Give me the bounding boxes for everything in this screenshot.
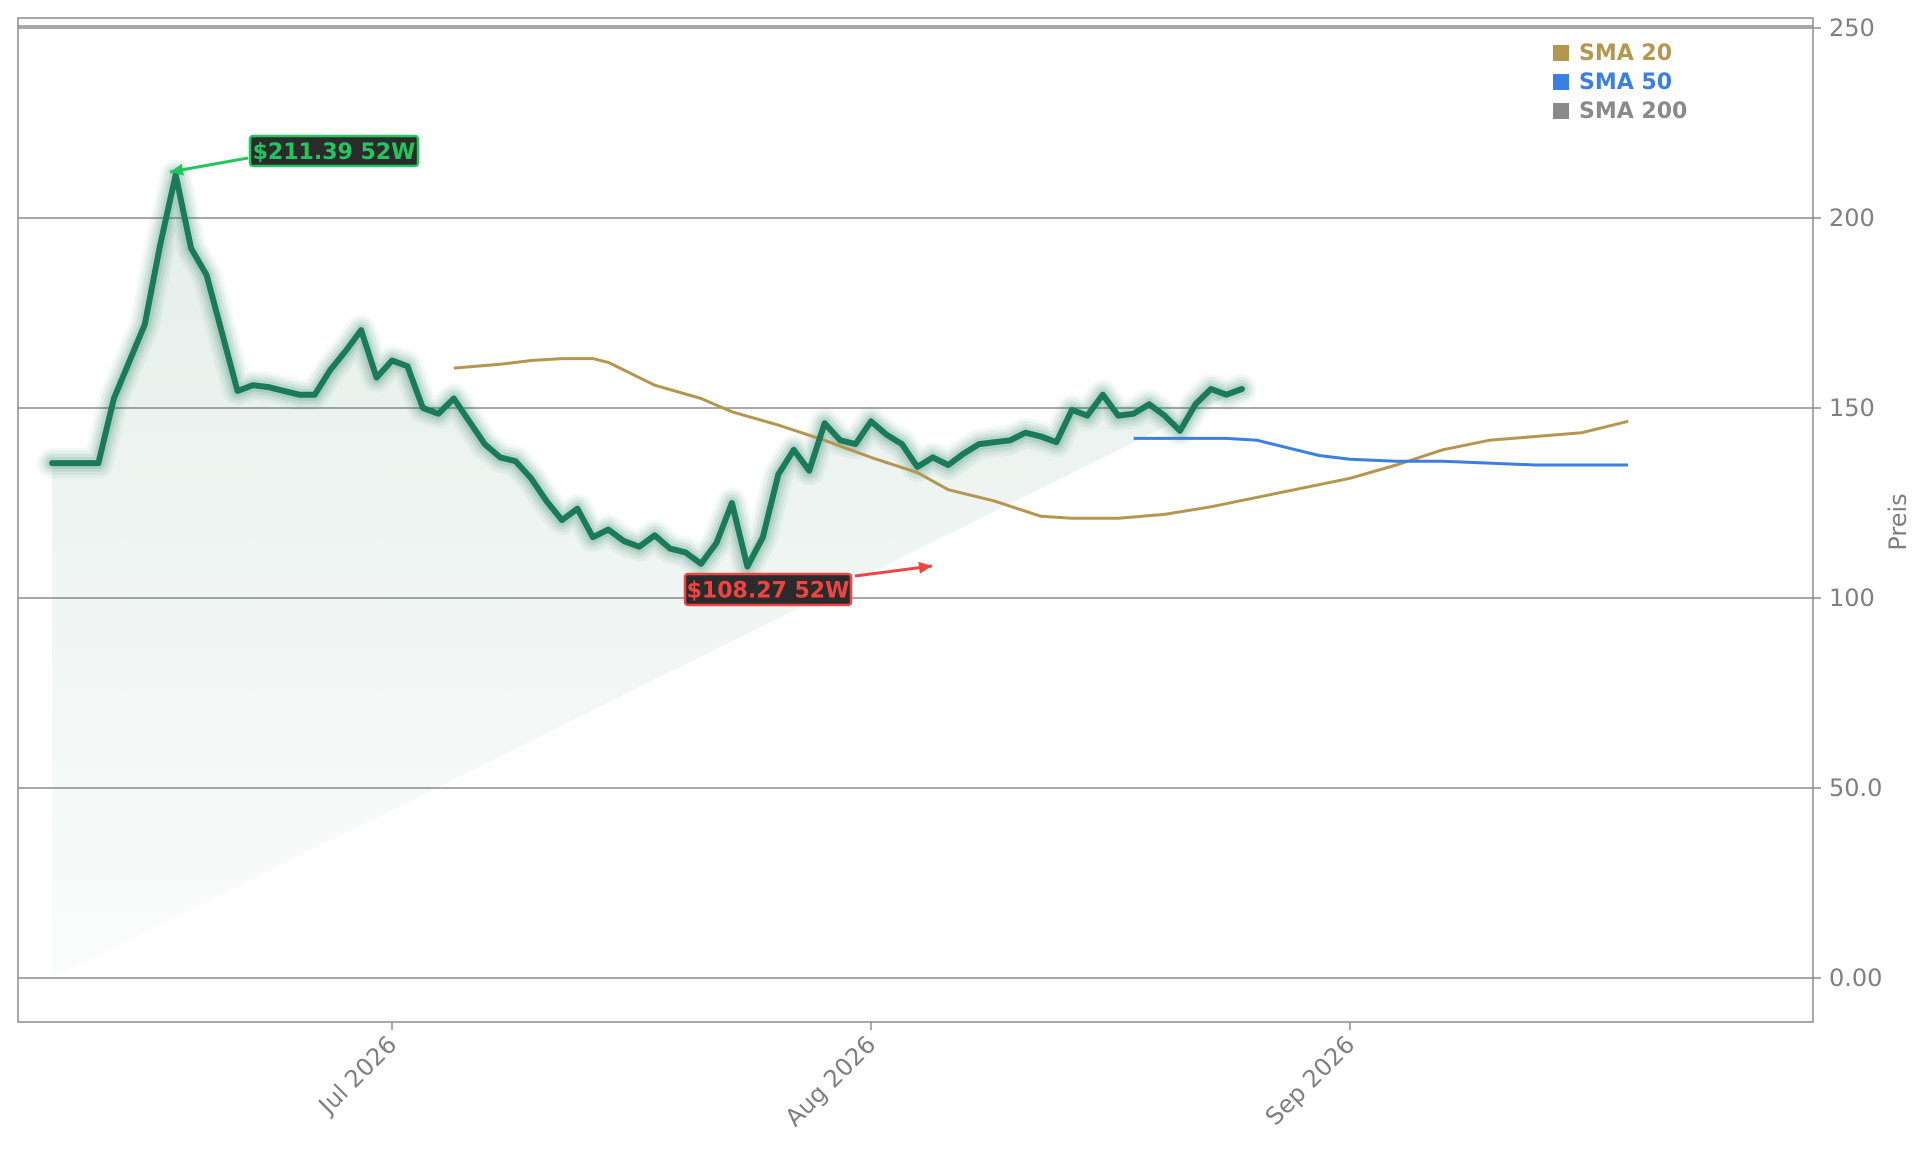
legend: SMA 20 SMA 50 SMA 200 [1553, 41, 1687, 124]
y-axis-title: Preis [1884, 493, 1912, 550]
legend-label: SMA 20 [1579, 41, 1672, 66]
legend-swatch [1553, 103, 1569, 119]
y-tick-label: 200 [1829, 204, 1875, 232]
sma20-line [453, 357, 1629, 520]
plot-frame [17, 17, 1814, 1023]
legend-label: SMA 200 [1579, 99, 1687, 124]
price-area-fill [52, 174, 1242, 978]
annotation-label: $108.27 52W [687, 579, 850, 604]
x-axis-ticks: Jul 2026 Aug 2026 Sep 2026 [312, 1022, 1360, 1132]
annotation-box [248, 134, 420, 168]
y-tick-label: 100 [1829, 584, 1875, 612]
y-tick-label: 250 [1829, 14, 1875, 42]
series-lines [49, 171, 1629, 570]
annotation-box [683, 572, 853, 607]
sma50-line [1133, 436, 1629, 467]
x-tick-label: Jul 2026 [312, 1030, 402, 1120]
annotation-arrowhead [918, 561, 932, 574]
y-axis-ticks: 0.00 50.0 100 150 200 250 [1813, 14, 1882, 992]
annotation-label: $211.39 52W [253, 140, 416, 165]
annotations: $211.39 52W $108.27 52W [169, 134, 933, 607]
price-area [52, 174, 1242, 978]
plot-border [17, 17, 1814, 1023]
annotation-arrowhead [170, 163, 184, 176]
y-tick-label: 50.0 [1829, 774, 1882, 802]
x-tick-label: Aug 2026 [780, 1030, 882, 1132]
price-line [49, 171, 1245, 570]
legend-swatch [1553, 45, 1569, 61]
legend-label: SMA 50 [1579, 70, 1672, 95]
y-tick-label: 150 [1829, 394, 1875, 422]
legend-swatch [1553, 74, 1569, 90]
annotation-arrow [169, 156, 249, 174]
x-tick-label: Sep 2026 [1260, 1030, 1360, 1130]
y-tick-label: 0.00 [1829, 964, 1882, 992]
